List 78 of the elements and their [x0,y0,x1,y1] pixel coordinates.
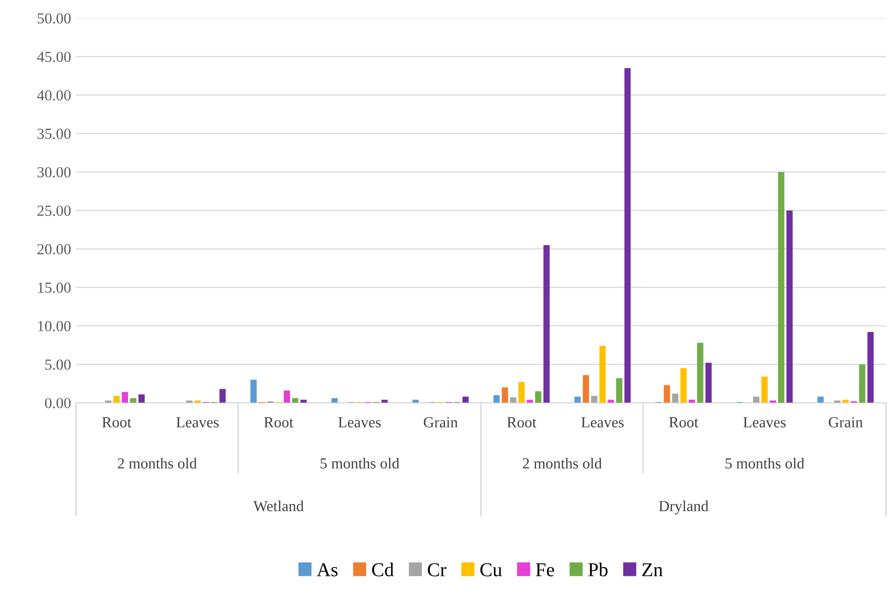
x-tick-label: Root [102,417,132,428]
bar [834,400,840,403]
bar [705,362,712,403]
bar [574,396,581,403]
legend-label: Cd [372,562,394,576]
y-tick-label: 20.00 [38,244,71,254]
legend-label: Cr [428,563,446,576]
y-tick-label: 5.00 [45,359,71,370]
x-tick-label: Root [507,417,536,428]
y-tick-label: 30.00 [38,167,71,178]
bar [778,172,784,403]
bar [817,396,824,403]
bar [381,400,388,403]
bar [842,400,849,403]
bar [292,398,298,403]
text: Wetland [253,500,304,512]
legend-label: As [316,563,338,576]
bar [113,396,120,403]
bar [105,400,112,403]
bar [680,368,687,403]
x-tick-label: Grain [424,417,458,428]
bar [697,342,704,403]
x-tick-label: Root [669,417,698,428]
text: 5 months old [320,458,400,469]
text: Dryland [658,500,708,514]
bar [493,395,500,403]
bar [138,394,145,403]
text: 2 months old [118,458,197,469]
legend-label: Fe [536,563,554,576]
x-tick-label: Leaves [581,417,624,428]
bar [664,385,670,403]
bar [502,387,508,403]
bar [412,400,419,403]
y-tick-label: 10.00 [38,321,71,332]
bar [591,396,598,403]
bar [543,245,550,403]
bar [535,391,542,403]
bar [672,394,678,403]
bar [130,398,136,403]
bar [786,210,793,403]
y-tick-label: 35.00 [38,128,71,140]
bar [616,378,622,403]
x-tick-label: Leaves [338,417,381,428]
y-tick-label: 45.00 [37,52,71,62]
text: 2 months old [522,458,602,469]
bar [526,400,534,403]
bar [122,392,128,403]
bar [250,380,257,403]
x-tick-label: Grain [828,417,863,428]
bar [599,346,606,403]
x-tick-label: Root [264,417,294,428]
legend-label: Pb [588,562,608,576]
bar [867,332,874,403]
bar [761,376,768,403]
y-tick-label: 0.00 [45,398,71,408]
bar [510,397,516,403]
bar [859,364,866,403]
text: 5 months old [726,458,804,469]
bar [284,390,290,403]
bar [582,375,590,403]
bar [688,400,696,403]
y-tick-label: 15.00 [38,282,71,293]
y-tick-label: 25.00 [38,206,71,216]
legend-label: Cu [480,563,502,576]
y-tick-label: 50.00 [38,13,71,24]
bar [753,396,760,403]
bar [518,382,525,403]
bar [608,400,614,403]
bar [462,396,469,403]
legend-label: Zn [642,563,663,576]
bar [331,398,338,403]
x-tick-label: Leaves [743,417,786,428]
x-tick-label: Leaves [176,417,219,428]
bar [300,400,307,403]
bar [219,388,226,403]
y-tick-label: 40.00 [37,90,71,101]
bar [624,68,631,403]
bar [186,400,192,403]
